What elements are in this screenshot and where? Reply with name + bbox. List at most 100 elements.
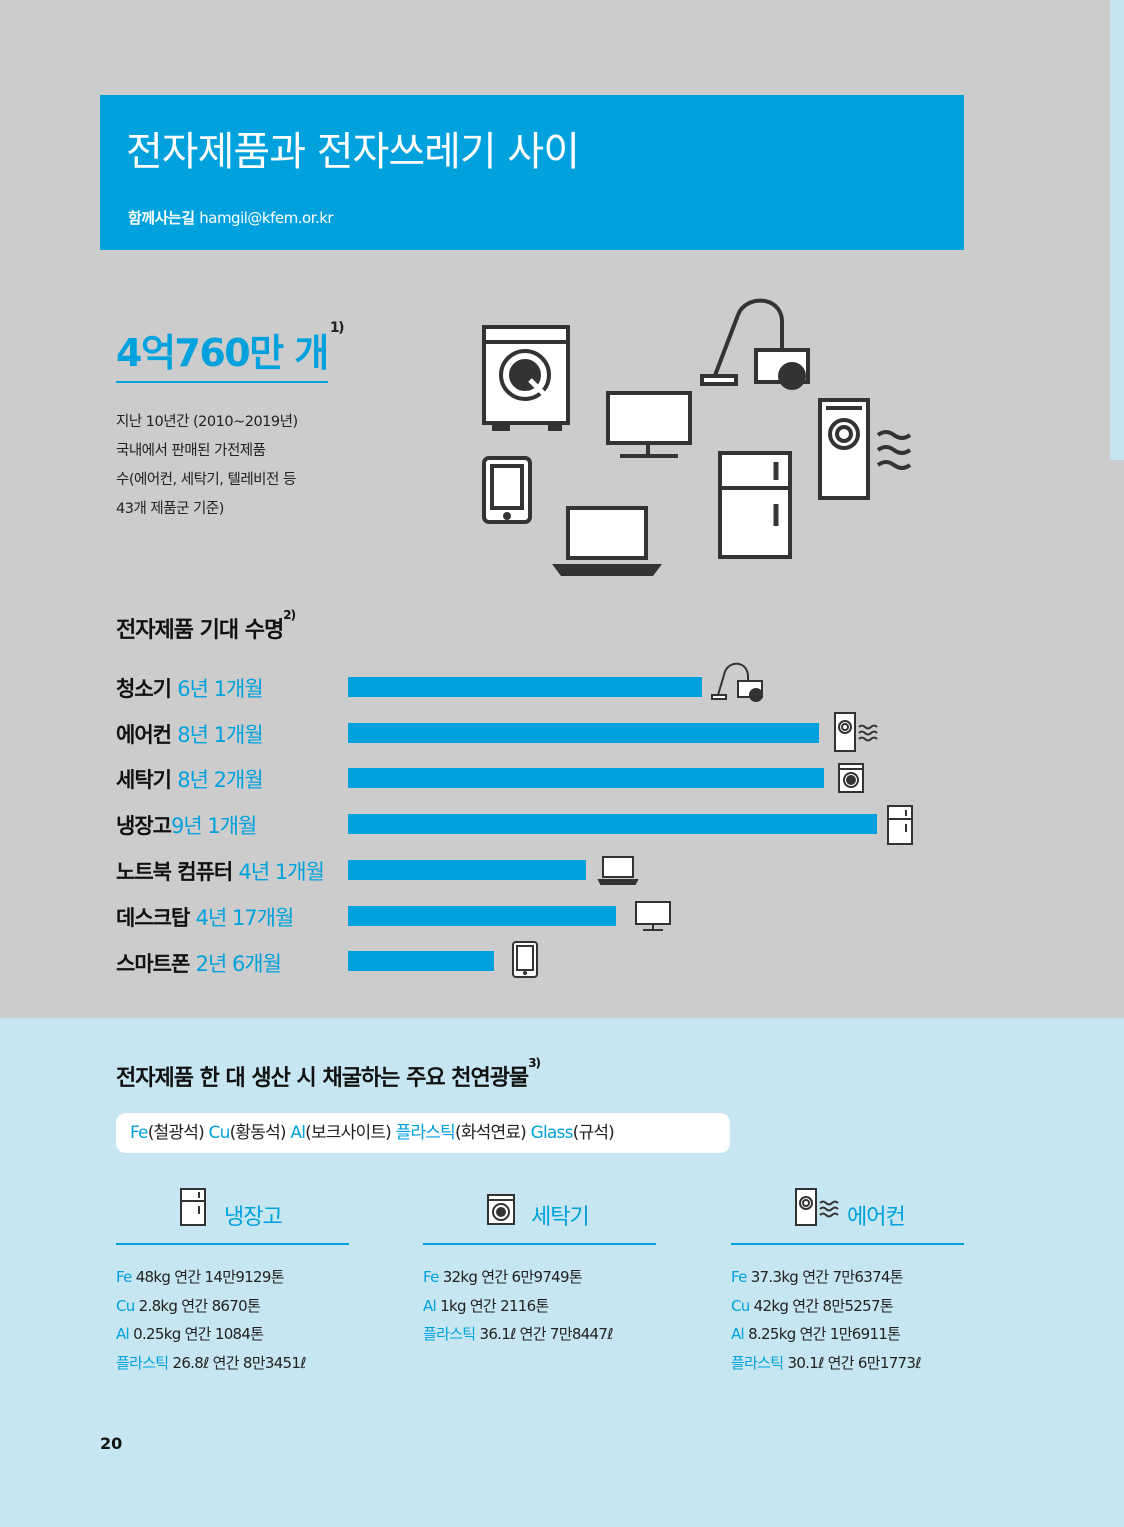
vacuum-icon [711, 662, 763, 702]
legend-desc: (화석연료) [454, 1123, 527, 1143]
lifespan-value: 2년 6개월 [195, 952, 282, 976]
byline-org: 함께사는길 [128, 209, 195, 227]
column-header: 에어컨 [731, 1185, 964, 1245]
stat-description-line: 국내에서 판매된 가전제품 [116, 443, 266, 459]
mineral-amount: 32kg 연간 6만9749톤 [442, 1268, 583, 1286]
mineral-element: Al [731, 1325, 745, 1343]
stat-value: 4억760만 개1) [116, 320, 345, 377]
air-conditioner-icon [818, 398, 912, 500]
lifespan-footnote: 2) [283, 607, 296, 622]
page-number: 20 [100, 1434, 123, 1453]
monitor-icon [606, 391, 692, 458]
mineral-element: Cu [731, 1296, 750, 1315]
mineral-amount: 48kg 연간 14만9129톤 [135, 1268, 285, 1286]
smartphone-icon [482, 456, 532, 524]
legend-key: Al [290, 1123, 306, 1143]
bottom-background [0, 1018, 1124, 1527]
mineral-amount: 42kg 연간 8만5257톤 [753, 1296, 894, 1315]
mineral-amount: 1kg 연간 2116톤 [440, 1296, 549, 1315]
byline-email[interactable]: hamgil@kfem.or.kr [199, 209, 334, 227]
stat-footnote: 1) [329, 320, 345, 337]
washing-machine-icon [487, 1194, 515, 1225]
lifespan-bar [348, 768, 824, 788]
air-conditioner-icon [834, 712, 878, 752]
mineral-element: Cu [116, 1296, 135, 1315]
lifespan-value: 4년 1개월 [238, 860, 325, 884]
lifespan-bar [348, 677, 702, 697]
legend-desc: (규석) [572, 1123, 615, 1143]
stat-description-line: 지난 10년간 (2010~2019년) [116, 414, 298, 430]
lifespan-label: 냉장고9년 1개월 [116, 810, 257, 840]
mineral-amount: 2.8kg 연간 8670톤 [138, 1296, 261, 1315]
lifespan-label: 에어컨 8년 1개월 [116, 719, 264, 749]
mineral-row: Fe 32kg 연간 6만9749톤 [423, 1263, 656, 1292]
lifespan-bar [348, 814, 877, 834]
minerals-footnote: 3) [528, 1055, 541, 1070]
lifespan-label: 스마트폰 2년 6개월 [116, 948, 282, 978]
stat-description: 지난 10년간 (2010~2019년) 국내에서 판매된 가전제품 수(에어컨… [116, 408, 356, 524]
stat-value-text: 4억760만 개 [116, 331, 329, 375]
mineral-amount: 36.1ℓ 연간 7만8447ℓ [479, 1325, 613, 1343]
laptop-icon [552, 506, 662, 576]
refrigerator-icon [887, 805, 913, 845]
stat-description-line: 43개 제품군 기준) [116, 501, 224, 517]
air-conditioner-icon [795, 1188, 839, 1226]
minerals-legend: Fe(철광석) Cu(황동석) Al(보크사이트) 플라스틱(화석연료) Gla… [116, 1113, 730, 1153]
edge-strip [1110, 0, 1124, 460]
mineral-element: Fe [423, 1268, 439, 1286]
mineral-element: Al [423, 1296, 437, 1315]
legend-key: Cu [208, 1123, 231, 1143]
mineral-amount: 30.1ℓ 연간 6만1773ℓ [787, 1353, 921, 1372]
lifespan-name: 노트북 컴퓨터 [116, 860, 233, 884]
mineral-element: 플라스틱 [116, 1353, 169, 1372]
mineral-row: Fe 37.3kg 연간 7만6374톤 [731, 1263, 964, 1292]
column-title: 에어컨 [847, 1205, 906, 1230]
mineral-row: 플라스틱 26.8ℓ 연간 8만3451ℓ [116, 1349, 349, 1378]
lifespan-title-text: 전자제품 기대 수명 [116, 618, 284, 643]
mineral-amount: 26.8ℓ 연간 8만3451ℓ [172, 1353, 306, 1372]
page-title: 전자제품과 전자쓰레기 사이 [126, 129, 580, 175]
legend-key: Glass [530, 1123, 574, 1143]
lifespan-label: 데스크탑 4년 17개월 [116, 902, 295, 932]
legend-desc: (보크사이트) [305, 1123, 392, 1143]
header-banner: 전자제품과 전자쓰레기 사이 함께사는길 hamgil@kfem.or.kr [100, 95, 964, 250]
mineral-column-air-conditioner: 에어컨 Fe 37.3kg 연간 7만6374톤 Cu 42kg 연간 8만52… [731, 1185, 964, 1377]
mineral-row: Cu 42kg 연간 8만5257톤 [731, 1292, 964, 1321]
column-header: 세탁기 [423, 1185, 656, 1245]
column-header: 냉장고 [116, 1185, 349, 1245]
column-title: 세탁기 [531, 1205, 590, 1230]
lifespan-value: 9년 1개월 [170, 814, 257, 838]
stat-underline [116, 381, 328, 383]
lifespan-name: 데스크탑 [116, 906, 190, 930]
mineral-row: Al 1kg 연간 2116톤 [423, 1292, 656, 1321]
monitor-icon [635, 901, 671, 931]
column-title: 냉장고 [224, 1205, 283, 1230]
appliances-illustration [482, 298, 912, 576]
mineral-element: 플라스틱 [731, 1353, 784, 1372]
lifespan-value: 8년 1개월 [177, 723, 263, 747]
mineral-row: Cu 2.8kg 연간 8670톤 [116, 1292, 349, 1321]
vacuum-icon [700, 298, 810, 390]
legend-desc: (철광석) [147, 1123, 205, 1143]
lifespan-value: 4년 17개월 [195, 906, 295, 930]
mineral-amount: 37.3kg 연간 7만6374톤 [750, 1268, 904, 1286]
mineral-column-washing-machine: 세탁기 Fe 32kg 연간 6만9749톤 Al 1kg 연간 2116톤 플… [423, 1185, 656, 1349]
mineral-element: Fe [731, 1268, 747, 1286]
lifespan-label: 세탁기 8년 2개월 [116, 764, 264, 794]
stat-description-line: 수(에어컨, 세탁기, 텔레비전 등 [116, 472, 296, 488]
mineral-column-refrigerator: 냉장고 Fe 48kg 연간 14만9129톤 Cu 2.8kg 연간 8670… [116, 1185, 349, 1377]
mineral-amount: 0.25kg 연간 1084톤 [133, 1325, 264, 1343]
lifespan-name: 냉장고 [116, 814, 172, 838]
lifespan-name: 에어컨 [116, 723, 172, 747]
minerals-title: 전자제품 한 대 생산 시 채굴하는 주요 천연광물3) [116, 1056, 541, 1092]
laptop-icon [597, 856, 639, 885]
minerals-title-text: 전자제품 한 대 생산 시 채굴하는 주요 천연광물 [116, 1066, 529, 1091]
mineral-element: Al [116, 1325, 130, 1343]
legend-key: Fe [130, 1123, 149, 1143]
washing-machine-icon [838, 763, 864, 793]
lifespan-bar [348, 951, 494, 971]
legend-key: 플라스틱 [395, 1123, 456, 1143]
lifespan-bar [348, 906, 616, 926]
lifespan-bar [348, 860, 586, 880]
byline: 함께사는길 hamgil@kfem.or.kr [128, 207, 334, 228]
